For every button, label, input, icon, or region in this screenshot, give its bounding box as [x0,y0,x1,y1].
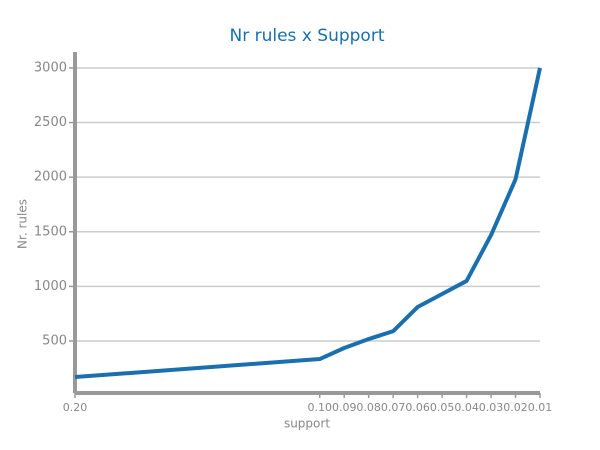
data-line [74,67,542,380]
x-tick-label: 0.01 [528,401,553,414]
x-tick-label: 0.04 [454,401,479,414]
x-tick-label: 0.10 [307,401,332,414]
x-tick-label: 0.02 [503,401,528,414]
x-tick-label: 0.06 [405,401,430,414]
x-tick-label: 0.08 [356,401,381,414]
y-tick-label: 2500 [34,115,67,130]
y-tick-label: 2000 [34,170,67,185]
y-axis-label: Nr. rules [16,199,30,249]
y-tick-label: 500 [42,334,67,349]
x-axis-label: support [284,417,330,431]
y-tick-label: 1000 [34,279,67,294]
x-tick-label: 0.20 [63,401,88,414]
x-tick-label: 0.07 [381,401,406,414]
y-tick-label: 3000 [34,60,67,75]
chart-title: Nr rules x Support [230,26,385,46]
x-tick-label: 0.03 [479,401,504,414]
x-tick-label: 0.05 [430,401,455,414]
x-tick-label: 0.09 [332,401,357,414]
y-tick-label: 1500 [34,224,67,239]
